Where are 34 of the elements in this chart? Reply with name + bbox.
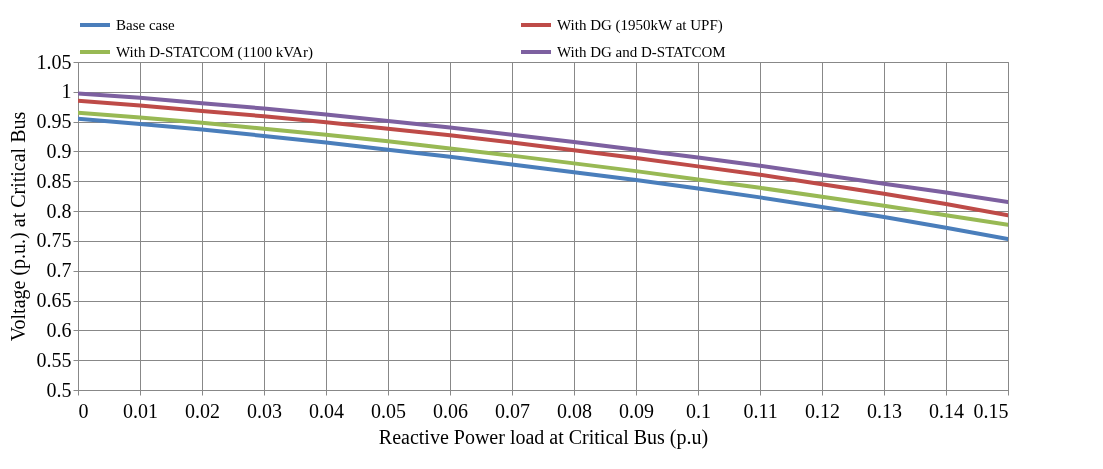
y-tick-label: 0.7 <box>46 259 72 282</box>
y-tick-label: 0.5 <box>46 378 72 401</box>
x-tick-label: 0.01 <box>123 399 158 422</box>
x-tick-label: 0.15 <box>973 399 1009 422</box>
x-tick-label: 0.08 <box>557 399 592 422</box>
x-tick-label: 0 <box>78 399 89 422</box>
legend-label: Base case <box>116 17 176 33</box>
x-tick-label: 0.07 <box>495 399 530 422</box>
legend-label: With D-STATCOM (1100 kVAr) <box>116 44 313 61</box>
x-tick-label: 0.12 <box>805 399 840 422</box>
y-tick-label: 0.6 <box>46 318 72 341</box>
y-tick-label: 0.95 <box>36 110 72 133</box>
y-tick-label: 1 <box>61 80 72 103</box>
y-axis-title: Voltage (p.u.) at Critical Bus <box>6 111 30 342</box>
x-tick-label: 0.11 <box>743 399 778 422</box>
y-tick-label: 0.8 <box>46 199 72 222</box>
y-tick-label: 0.85 <box>36 169 72 192</box>
y-tick-label: 0.55 <box>36 348 72 371</box>
y-tick-label: 0.75 <box>36 229 72 252</box>
x-tick-label: 0.09 <box>619 399 654 422</box>
x-tick-label: 0.02 <box>185 399 220 422</box>
legend-label: With DG and D-STATCOM <box>557 44 726 60</box>
x-axis-title: Reactive Power load at Critical Bus (p.u) <box>378 425 709 449</box>
x-tick-label: 0.06 <box>433 399 468 422</box>
x-tick-label: 0.14 <box>929 399 964 422</box>
x-tick-label: 0.05 <box>371 399 406 422</box>
y-tick-label: 0.9 <box>46 139 72 162</box>
x-tick-label: 0.03 <box>247 399 282 422</box>
legend-label: With DG (1950kW at UPF) <box>557 17 723 34</box>
y-tick-label: 1.05 <box>36 50 72 73</box>
x-tick-label: 0.13 <box>867 399 902 422</box>
y-tick-label: 0.65 <box>36 289 72 312</box>
x-tick-label: 0.1 <box>686 399 711 422</box>
x-tick-label: 0.04 <box>309 399 344 422</box>
